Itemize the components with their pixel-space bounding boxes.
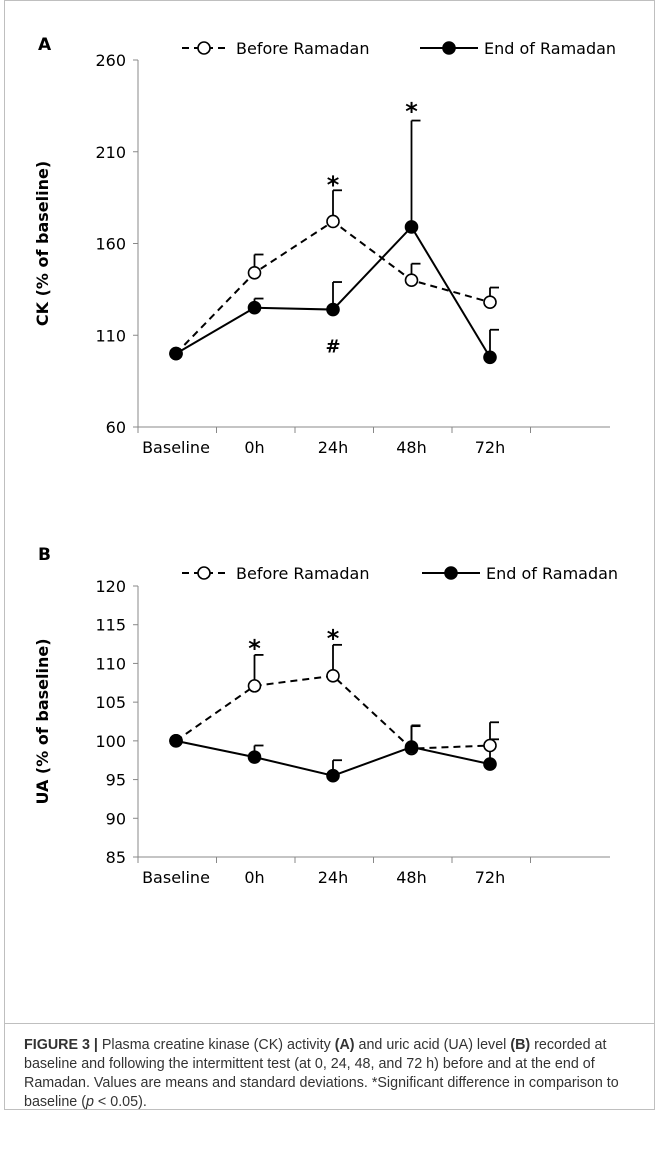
- y-tick-label: 110: [95, 654, 126, 673]
- y-tick-label: 95: [106, 771, 126, 790]
- before-ramadan-point: [247, 266, 262, 280]
- legend-marker-before: [197, 41, 211, 55]
- end-of-ramadan-point: [483, 757, 497, 771]
- before-ramadan-point: [483, 738, 497, 753]
- significance-annotation: #: [325, 336, 340, 357]
- end-of-ramadan-point: [169, 734, 183, 748]
- series-line-1: [175, 674, 491, 750]
- y-tick-label: 100: [95, 732, 126, 751]
- y-tick-label: 210: [95, 143, 126, 162]
- legend-label-before: Before Ramadan: [236, 564, 369, 583]
- x-tick-label: 24h: [318, 868, 349, 887]
- end-of-ramadan-point: [326, 768, 340, 783]
- caption-text: and uric acid (UA) level: [354, 1037, 511, 1053]
- x-tick-label: 0h: [244, 868, 264, 887]
- legend-marker-before: [197, 566, 211, 580]
- end-of-ramadan-point: [483, 350, 497, 365]
- x-tick-label: 72h: [475, 868, 506, 887]
- end-of-ramadan-point: [326, 302, 340, 317]
- before-ramadan-point: [483, 295, 497, 310]
- y-tick-label: 60: [106, 418, 126, 437]
- before-ramadan-point: [404, 273, 419, 288]
- end-of-ramadan-point: [247, 300, 262, 315]
- caption-figure-label: FIGURE 3 |: [24, 1037, 98, 1053]
- figure-frame: [4, 0, 655, 1110]
- x-tick-label: 0h: [244, 438, 264, 457]
- end-of-ramadan-point: [169, 346, 183, 361]
- y-tick-label: 260: [95, 51, 126, 70]
- x-tick-label: 24h: [318, 438, 349, 457]
- end-of-ramadan-point: [404, 220, 419, 234]
- frame-left-border: [4, 0, 5, 1110]
- y-tick-label: 105: [95, 693, 126, 712]
- y-tick-label: 85: [106, 848, 126, 867]
- x-tick-label: 72h: [475, 438, 506, 457]
- significance-annotation: *: [405, 98, 418, 126]
- legend-label-before: Before Ramadan: [236, 39, 369, 58]
- panel-label: B: [38, 545, 51, 565]
- y-tick-label: 115: [95, 616, 126, 635]
- caption-text: (B): [510, 1037, 531, 1053]
- caption-text: p: [86, 1094, 94, 1110]
- caption-divider: [4, 1023, 655, 1024]
- before-ramadan-point: [326, 214, 340, 229]
- chart-panel-b: B 85 90 95 100 105 110 115 120 Baseline 0h 24h 48h 72…: [33, 545, 618, 887]
- caption-text: recorded at baseline and following the i…: [24, 1037, 619, 1110]
- y-axis-label: UA (% of baseline): [33, 638, 52, 804]
- x-tick-label: Baseline: [142, 438, 210, 457]
- legend-marker-end: [444, 566, 458, 580]
- legend-label-end: End of Ramadan: [486, 564, 618, 583]
- legend-label-end: End of Ramadan: [484, 39, 616, 58]
- figure-caption: FIGURE 3 | Plasma creatine kinase (CK) a…: [24, 1036, 642, 1112]
- chart-panel-a: A 60 110 160 210 260 Baseline 0h 24h 48h 72h CK (% …: [33, 35, 616, 457]
- before-ramadan-point: [326, 669, 340, 683]
- legend-marker-end: [442, 41, 456, 55]
- caption-text: < 0.05).: [93, 1094, 147, 1110]
- y-tick-label: 90: [106, 809, 126, 828]
- x-tick-label: Baseline: [142, 868, 210, 887]
- panel-label: A: [38, 35, 52, 55]
- frame-bottom-border: [4, 1109, 655, 1110]
- y-tick-label: 120: [95, 577, 126, 596]
- y-tick-label: 160: [95, 235, 126, 254]
- end-of-ramadan-point: [247, 750, 262, 764]
- frame-right-border: [654, 0, 655, 1110]
- caption-text: (A): [334, 1037, 355, 1053]
- x-tick-label: 48h: [396, 438, 427, 457]
- y-tick-label: 110: [95, 326, 126, 345]
- significance-annotation: *: [327, 624, 340, 652]
- significance-annotation: *: [248, 634, 261, 662]
- y-axis-label: CK (% of baseline): [33, 161, 52, 326]
- before-ramadan-point: [247, 679, 262, 693]
- caption-text: Plasma creatine kinase (CK) activity: [97, 1037, 335, 1053]
- significance-annotation: *: [327, 171, 340, 199]
- end-of-ramadan-point: [404, 740, 419, 754]
- x-tick-label: 48h: [396, 868, 427, 887]
- frame-top-border: [4, 0, 655, 1]
